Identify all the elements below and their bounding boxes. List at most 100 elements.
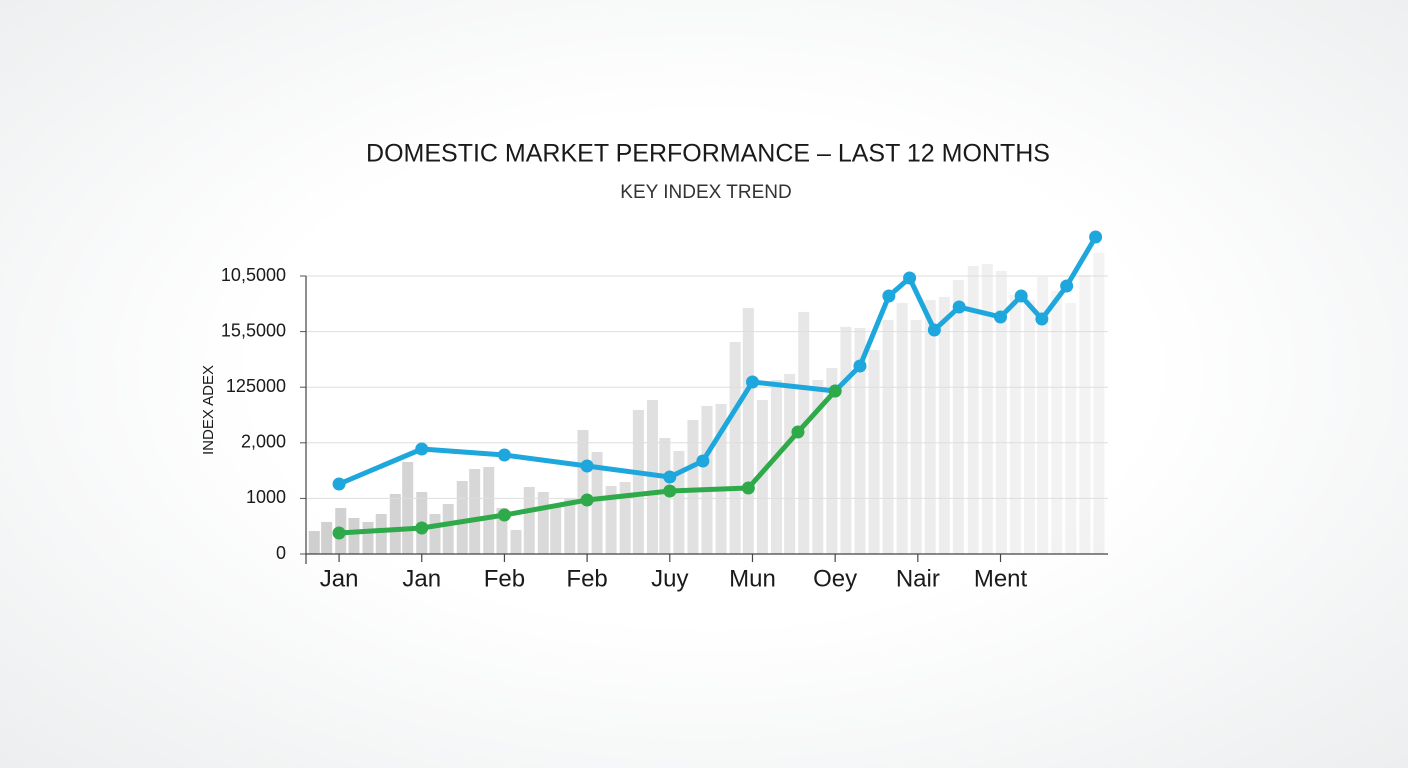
chart-title: DOMESTIC MARKET PERFORMANCE – LAST 12 MO… — [366, 140, 1050, 168]
y-tick-label: 15,5000 — [221, 320, 286, 340]
bar — [701, 405, 713, 554]
bar — [812, 379, 824, 554]
bar — [619, 481, 631, 554]
series-line — [336, 388, 838, 536]
grid: 0 1000 2,000 125000 15,5000 10,5000 Jan Jan Feb F… — [221, 265, 1108, 592]
bar — [632, 409, 644, 554]
bar — [896, 302, 908, 554]
bar — [910, 319, 922, 554]
bar — [456, 480, 468, 554]
series-point — [415, 442, 429, 456]
bar — [510, 529, 522, 554]
bar — [362, 521, 374, 554]
x-tick-label: Jan — [402, 565, 441, 592]
series-point — [663, 470, 677, 484]
bar — [1009, 294, 1021, 554]
series-point — [952, 300, 966, 314]
bar — [496, 507, 508, 554]
bar — [854, 327, 866, 554]
y-tick-label: 10,5000 — [221, 265, 286, 285]
bar — [321, 521, 333, 554]
x-tick-label: Ment — [974, 565, 1028, 592]
bar — [1023, 299, 1035, 554]
x-tick-label: Oey — [813, 565, 857, 592]
x-tick-label: Nair — [896, 565, 940, 592]
y-tick-label: 1000 — [246, 487, 286, 507]
bar — [924, 299, 936, 554]
bars — [308, 252, 1105, 554]
y-tick-label: 2,000 — [241, 432, 286, 452]
bar — [483, 466, 495, 554]
bar — [938, 296, 950, 554]
series-point — [1014, 289, 1028, 303]
x-tick-label: Jan — [320, 565, 359, 592]
bar — [1037, 276, 1049, 554]
series-point — [741, 481, 755, 495]
series-point — [882, 289, 896, 303]
series-point — [903, 271, 917, 285]
series-point — [696, 454, 710, 468]
bar — [673, 450, 685, 554]
bar — [1093, 252, 1105, 554]
series-point — [580, 459, 594, 473]
bar — [770, 379, 782, 554]
chart-subtitle: KEY INDEX TREND — [620, 182, 791, 203]
bar — [537, 492, 549, 554]
bar — [742, 307, 754, 554]
bar — [429, 513, 441, 554]
series-point — [1060, 279, 1074, 293]
bar — [659, 437, 671, 554]
series-point — [1089, 230, 1103, 244]
bar — [868, 349, 880, 554]
series-point — [415, 521, 429, 535]
lines — [332, 230, 1103, 540]
bar — [1051, 290, 1063, 554]
bar — [840, 326, 852, 554]
y-axis-label: INDEX ADEX — [200, 365, 217, 455]
series-point — [497, 508, 511, 522]
x-tick-label: Feb — [484, 565, 525, 592]
bar — [952, 279, 964, 554]
series-point — [791, 425, 805, 439]
x-tick-label: Juy — [651, 565, 688, 592]
bar — [442, 503, 454, 554]
x-tick-label: Mun — [729, 565, 776, 592]
series-point — [828, 384, 842, 398]
bar — [882, 319, 894, 554]
bar — [550, 504, 562, 554]
bar — [605, 486, 617, 554]
x-tick-label: Feb — [566, 565, 607, 592]
series-point — [853, 359, 867, 373]
series-point — [332, 526, 346, 540]
bar — [375, 513, 387, 554]
y-tick-label: 125000 — [226, 376, 286, 396]
series-point — [497, 448, 511, 462]
bar — [729, 341, 741, 554]
bar — [577, 429, 589, 554]
bar — [715, 403, 727, 554]
series-point — [332, 477, 346, 491]
bar — [784, 373, 796, 554]
bar — [348, 517, 360, 554]
bar — [967, 265, 979, 554]
y-tick-label: 0 — [276, 543, 286, 563]
bar — [591, 451, 603, 554]
series-point — [663, 484, 677, 498]
bar — [402, 461, 414, 554]
bar — [564, 498, 576, 554]
bar — [1079, 274, 1091, 554]
series-point — [994, 310, 1008, 324]
bar — [981, 263, 993, 554]
bar — [756, 399, 768, 554]
bar — [389, 494, 401, 554]
bar — [687, 419, 699, 554]
series-point — [745, 375, 759, 389]
bar — [995, 270, 1007, 554]
bar — [308, 530, 320, 554]
bar — [469, 468, 481, 554]
series-point — [1035, 312, 1049, 326]
bar — [1065, 302, 1077, 554]
series-point — [927, 323, 941, 337]
bar — [826, 367, 838, 554]
